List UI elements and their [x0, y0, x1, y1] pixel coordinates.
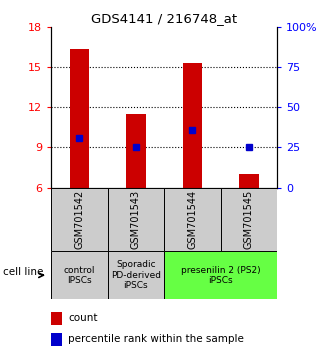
Bar — [51, 251, 108, 299]
Bar — [239, 174, 259, 188]
Text: cell line: cell line — [3, 267, 44, 277]
Bar — [70, 49, 89, 188]
Title: GDS4141 / 216748_at: GDS4141 / 216748_at — [91, 12, 237, 25]
Bar — [126, 114, 146, 188]
Text: control
IPSCs: control IPSCs — [64, 266, 95, 285]
Text: GSM701545: GSM701545 — [244, 190, 254, 249]
Text: percentile rank within the sample: percentile rank within the sample — [68, 335, 244, 344]
Bar — [182, 63, 202, 188]
Text: GSM701544: GSM701544 — [187, 190, 197, 249]
Bar — [51, 333, 62, 346]
Bar — [108, 251, 164, 299]
Text: presenilin 2 (PS2)
iPSCs: presenilin 2 (PS2) iPSCs — [181, 266, 260, 285]
Text: GSM701543: GSM701543 — [131, 190, 141, 249]
Bar — [164, 188, 221, 251]
Bar — [51, 188, 108, 251]
Text: GSM701542: GSM701542 — [74, 190, 84, 249]
Text: count: count — [68, 313, 98, 323]
Bar — [51, 312, 62, 325]
Bar — [164, 251, 277, 299]
Bar — [108, 188, 164, 251]
Text: Sporadic
PD-derived
iPSCs: Sporadic PD-derived iPSCs — [111, 260, 161, 290]
Bar — [221, 188, 277, 251]
